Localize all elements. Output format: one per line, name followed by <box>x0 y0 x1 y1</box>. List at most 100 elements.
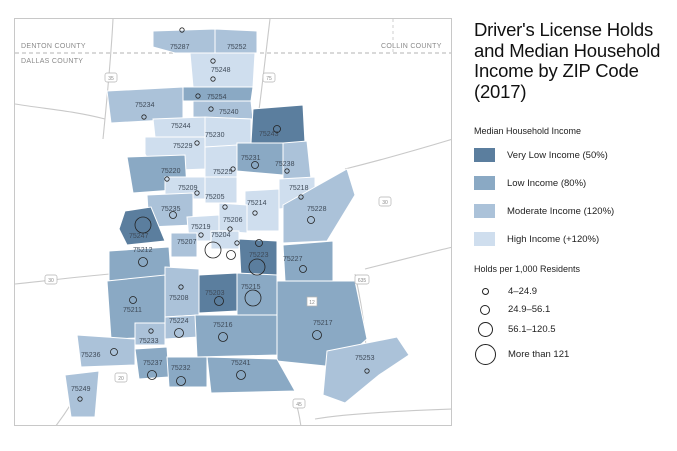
holds-marker <box>164 176 170 182</box>
zip-label: 75205 <box>205 194 225 201</box>
zip-label: 75247 <box>129 233 149 240</box>
zip-label: 75249 <box>71 386 91 393</box>
zip-region-75233 <box>134 322 166 346</box>
holds-legend-item: 56.1–120.5 <box>474 322 674 337</box>
holds-marker <box>198 232 204 238</box>
zip-label: 75209 <box>178 185 198 192</box>
holds-marker <box>273 125 281 133</box>
zip-region-75214 <box>244 188 280 232</box>
zip-label: 75235 <box>161 206 181 213</box>
zip-region-75216 <box>194 314 278 358</box>
holds-marker <box>244 289 262 307</box>
zip-label: 75254 <box>207 94 227 101</box>
legend-label: 24.9–56.1 <box>508 304 551 315</box>
moderate-income-swatch <box>474 204 495 218</box>
legend-label: Low Income (80%) <box>507 177 587 189</box>
holds-legend-item: More than 121 <box>474 344 674 365</box>
income-legend-item: Moderate Income (120%) <box>474 204 674 218</box>
zip-label: 75243 <box>259 131 279 138</box>
zip-label: 75234 <box>135 102 155 109</box>
highway-shields: 35 75 30 30 20 45 635 12 <box>44 72 392 409</box>
holds-marker <box>284 168 290 174</box>
holds-marker <box>248 258 266 276</box>
zip-label: 75244 <box>171 123 191 130</box>
legend-label: Very Low Income (50%) <box>507 149 608 161</box>
holds-marker <box>204 241 222 259</box>
highway-shield-icon <box>292 398 306 409</box>
income-legend-item: Low Income (80%) <box>474 176 674 190</box>
zip-label: 75241 <box>231 360 251 367</box>
highway-shield-label: 635 <box>358 278 367 284</box>
holds-marker <box>227 226 233 232</box>
zip-region-75232 <box>166 356 208 388</box>
zip-label: 75237 <box>143 360 163 367</box>
holds-marker <box>174 328 184 338</box>
highway-network <box>15 19 451 425</box>
zip-region-75253 <box>322 336 410 404</box>
highway-shield-icon <box>262 72 276 83</box>
zip-label: 75240 <box>219 109 239 116</box>
holds-marker <box>252 210 258 216</box>
dallas-county-label: DALLAS COUNTY <box>21 58 83 65</box>
zip-label: 75227 <box>283 256 303 263</box>
high-income-swatch <box>474 232 495 246</box>
highway-line <box>15 273 111 285</box>
income-legend-heading: Median Household Income <box>474 126 582 136</box>
holds-marker <box>169 211 177 219</box>
legend-label: 56.1–120.5 <box>508 324 556 335</box>
holds-legend-heading: Holds per 1,000 Residents <box>474 264 581 274</box>
legend-label: Moderate Income (120%) <box>507 205 615 217</box>
holds-marker <box>312 330 322 340</box>
holds-marker <box>178 284 184 290</box>
zip-label: 75229 <box>173 143 193 150</box>
zip-label: 75219 <box>191 224 211 231</box>
zip-label: 75238 <box>275 161 295 168</box>
zip-label: 75218 <box>289 185 309 192</box>
zip-region-75208 <box>164 266 200 318</box>
holds-marker <box>234 240 240 246</box>
highway-line <box>364 246 451 270</box>
zip-label: 75287 <box>170 44 190 51</box>
holds-circle-icon <box>477 322 493 337</box>
low-income-swatch <box>474 176 495 190</box>
zip-label: 75207 <box>177 239 197 246</box>
holds-circle-icon <box>474 344 496 365</box>
zip-label: 75223 <box>249 252 269 259</box>
zip-label: 75253 <box>355 355 375 362</box>
zip-region-75236 <box>76 334 136 368</box>
holds-marker <box>364 368 370 374</box>
zip-label: 75216 <box>213 322 233 329</box>
zip-label: 75208 <box>169 295 189 302</box>
highway-line <box>314 408 451 420</box>
zip-label: 75204 <box>211 232 231 239</box>
zip-label: 75217 <box>313 320 333 327</box>
highway-shield-label: 45 <box>296 402 302 408</box>
highway-shield-icon <box>354 274 370 285</box>
highway-shield-label: 30 <box>382 200 388 206</box>
highway-shield-label: 35 <box>108 76 114 82</box>
zip-region-75205 <box>204 176 238 204</box>
zip-label: 75225 <box>213 169 233 176</box>
legend-label: 4–24.9 <box>508 286 538 297</box>
zip-label: 75232 <box>171 365 191 372</box>
holds-marker <box>251 161 259 169</box>
highway-shield-label: 20 <box>118 376 124 382</box>
holds-marker <box>255 239 263 247</box>
holds-marker <box>110 348 118 356</box>
map-title: Driver's License Holds and Median Househ… <box>474 19 661 102</box>
collin-county-label: COLLIN COUNTY <box>381 43 442 50</box>
holds-marker <box>230 166 236 172</box>
map-area: DENTON COUNTY DALLAS COUNTY COLLIN COUNT… <box>14 18 452 426</box>
zip-region-75241 <box>206 356 296 394</box>
highway-shield-icon <box>306 296 318 307</box>
holds-marker <box>194 190 200 196</box>
denton-county-label: DENTON COUNTY <box>21 43 86 50</box>
zip-region-75228 <box>282 168 356 244</box>
zip-label: 75214 <box>247 200 267 207</box>
zip-region-75252 <box>214 28 258 54</box>
highway-shield-label: 12 <box>309 300 315 306</box>
holds-marker <box>147 370 157 380</box>
highway-shield-icon <box>114 372 128 383</box>
legend-label: More than 121 <box>508 349 570 360</box>
holds-marker <box>236 370 246 380</box>
